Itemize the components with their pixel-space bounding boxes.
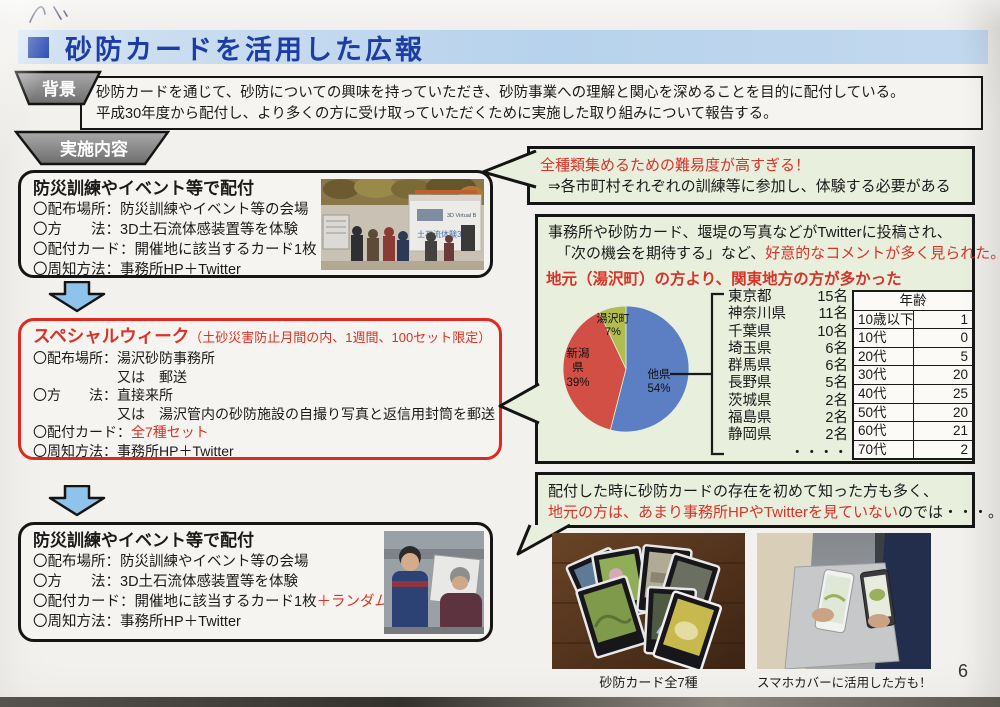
list-item: ・・・・ xyxy=(790,444,848,461)
age-table: 年齢 10歳以下 1 10代 0 20代 5 30代 20 40代 25 50代 20 60… xyxy=(852,290,974,461)
list-item: 〇配付カード：全7種セット xyxy=(33,424,209,441)
difficulty-line-2: ⇒各市町村それぞれの訓練等に参加し、体験する必要がある xyxy=(548,178,951,195)
page-title: 砂防カードを活用した広報 xyxy=(65,34,425,65)
local-line-1: 配付した時に砂防カードの存在を初めて知った方も多く、 xyxy=(548,483,939,500)
phones-photo-caption: スマホカバーに活用した方も！ xyxy=(757,676,932,690)
table-row: 50代 20 xyxy=(852,402,974,423)
background-line-1: 砂防カードを通じて、砂防についての興味を持っていただき、砂防事業への理解と関心を… xyxy=(96,85,905,101)
svg-text:新潟: 新潟 xyxy=(567,346,590,360)
twitter-feedback-callout: 事務所や砂防カード、堰堤の写真などがTwitterに投稿され、 「次の機会を期待… xyxy=(535,214,1000,464)
special-week-title-row: スペシャルウィーク（土砂災害防止月間の内、1週間、100セット限定） xyxy=(33,325,499,349)
special-week-note: （土砂災害防止月間の内、1週間、100セット限定） xyxy=(189,330,492,345)
local-awareness-callout: 配付した時に砂防カードの存在を初めて知った方も多く、 地元の方は、あまり事務所H… xyxy=(535,472,1000,528)
smartphone-cover-photo xyxy=(757,533,931,669)
list-item: 埼玉県 6名 xyxy=(728,340,848,357)
region-headline: 地元（湯沢町）の方より、関東地方の方が多かった xyxy=(546,271,902,288)
callout-tail-left-icon xyxy=(498,382,540,425)
twitter-line-2: 「次の機会を期待する」など、好意的なコメントが多く見られた。 xyxy=(556,245,1000,262)
svg-text:県: 県 xyxy=(572,361,584,374)
prefecture-list: 東京都 15名 神奈川県 11名 千葉県 10名 埼玉県 6名 群馬県 6名 長野県 5名 … xyxy=(728,289,848,462)
list-item: 〇方 法：直接来所 xyxy=(33,387,173,404)
special-week-title: スペシャルウィーク xyxy=(33,326,190,346)
event-distribution-box-bottom: 防災訓練やイベント等で配付 〇配布場所：防災訓練やイベント等の会場 〇方 法：3… xyxy=(18,522,493,642)
scan-edge-band xyxy=(0,697,1000,707)
implementation-label-tab: 実施内容 xyxy=(14,130,170,166)
table-row: 60代 21 xyxy=(852,421,974,441)
list-item: 神奈川県 11名 xyxy=(728,306,848,323)
down-arrow-icon xyxy=(48,281,106,313)
table-row: 70代 2 xyxy=(852,439,974,460)
list-item: 〇周知方法：事務所HP＋Twitter xyxy=(33,442,234,459)
implementation-label: 実施内容 xyxy=(60,139,128,159)
list-item: 千葉県 10名 xyxy=(728,323,848,340)
bracket-icon xyxy=(670,292,724,456)
list-item: 福島県 2名 xyxy=(728,410,848,427)
callout-tail-left-icon xyxy=(481,150,537,189)
table-row: 20代 5 xyxy=(852,346,974,367)
table-row: 30代 20 xyxy=(852,365,974,385)
down-arrow-icon xyxy=(48,485,106,517)
twitter-line-1: 事務所や砂防カード、堰堤の写真などがTwitterに投稿され、 xyxy=(548,224,952,241)
svg-text:3D Virtual B: 3D Virtual B xyxy=(447,213,477,219)
event-photo: 3D Virtual B 土石流体験3D xyxy=(321,179,484,270)
background-label: 背景 xyxy=(42,79,76,99)
list-item: 又は 湯沢管内の砂防施設の自撮り写真と返信用封筒を郵送 xyxy=(117,405,495,422)
svg-text:湯沢町: 湯沢町 xyxy=(597,311,630,325)
list-item: 長野県 5名 xyxy=(728,375,848,392)
local-line-2: 地元の方は、あまり事務所HPやTwitterを見ていないのでは・・・。 xyxy=(548,504,1000,521)
list-item: 〇配布場所：湯沢砂防事務所 xyxy=(33,350,215,366)
table-row: 10歳以下 1 xyxy=(852,309,974,330)
event-distribution-box-top: 防災訓練やイベント等で配付 〇配布場所：防災訓練やイベント等の会場 〇方 法：3… xyxy=(18,170,493,278)
list-item: 茨城県 2名 xyxy=(728,392,848,409)
age-table-header: 年齢 xyxy=(852,290,974,311)
special-week-box: スペシャルウィーク（土砂災害防止月間の内、1週間、100セット限定） 〇配布場所… xyxy=(18,318,502,460)
page-number: 6 xyxy=(958,661,969,681)
sabo-cards-photo xyxy=(552,533,745,669)
list-item: 又は 郵送 xyxy=(117,368,187,385)
difficulty-callout: 全種類集めるための難易度が高すぎる！ ⇒各市町村それぞれの訓練等に参加し、体験す… xyxy=(527,146,975,205)
staff-visitor-photo xyxy=(384,531,484,634)
list-item: 群馬県 6名 xyxy=(728,358,848,375)
pen-scribble xyxy=(29,6,68,23)
list-item: 静岡県 2名 xyxy=(728,427,848,444)
page-title-bar: 砂防カードを活用した広報 xyxy=(18,30,988,65)
background-label-tab: 背景 xyxy=(14,70,102,106)
background-line-2: 平成30年度から配付し、より多くの方に受け取っていただくために実施した取り組みに… xyxy=(96,106,778,122)
background-section-box: 砂防カードを通じて、砂防についての興味を持っていただき、砂防事業への理解と関心を… xyxy=(80,76,983,130)
cards-photo-caption: 砂防カード全7種 xyxy=(599,675,698,690)
table-row: 40代 25 xyxy=(852,383,974,404)
title-square-bullet-icon xyxy=(28,36,49,58)
table-row: 10代 0 xyxy=(852,328,974,348)
list-item: 東京都 15名 xyxy=(728,289,848,305)
svg-text:7%: 7% xyxy=(605,326,621,338)
difficulty-line-1: 全種類集めるための難易度が高すぎる！ xyxy=(540,157,811,174)
svg-text:39%: 39% xyxy=(566,377,589,389)
svg-text:土石流体験3D: 土石流体験3D xyxy=(417,229,467,239)
